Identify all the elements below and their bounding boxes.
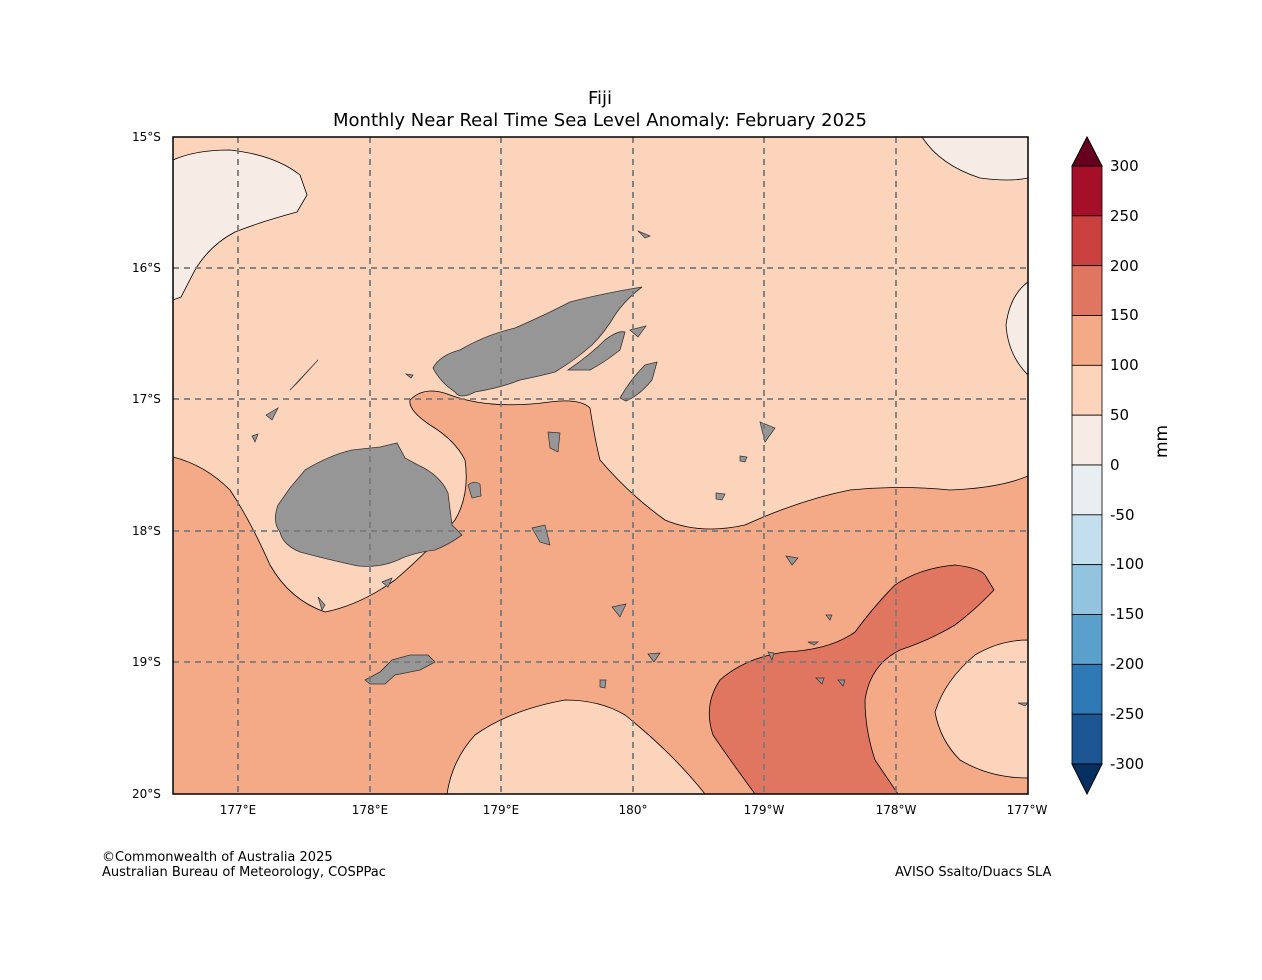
lat-tick-label: 20°S xyxy=(132,787,161,801)
land-taveuni xyxy=(619,361,658,402)
colorbar-level-label: 250 xyxy=(1110,207,1139,225)
lat-tick-label: 16°S xyxy=(132,261,161,275)
lon-tick-label: 178°W xyxy=(875,803,917,817)
lon-tick-label: 177°W xyxy=(1006,803,1048,817)
land-vanua-levu xyxy=(432,286,643,397)
colorbar-segment xyxy=(1071,315,1103,366)
contour-0-50-ne xyxy=(921,137,1028,181)
colorbar-level-label: 50 xyxy=(1110,406,1130,424)
copyright-text: ©Commonwealth of Australia 2025 xyxy=(102,850,333,865)
lat-tick-label: 19°S xyxy=(132,655,161,669)
contour-50-100-south xyxy=(446,699,706,794)
map-subtitle: Monthly Near Real Time Sea Level Anomaly… xyxy=(333,110,867,131)
colorbar-segment xyxy=(1071,464,1103,516)
colorbar-segment xyxy=(1071,614,1103,665)
colorbar-segment xyxy=(1071,663,1103,715)
map-frame xyxy=(172,136,1029,795)
land-viti-levu xyxy=(275,442,463,567)
footer-credits: ©Commonwealth of Australia 2025 Australi… xyxy=(102,850,386,880)
lon-tick-label: 177°E xyxy=(219,803,257,817)
colorbar-segment xyxy=(1071,564,1103,615)
colorbar-segment xyxy=(1071,215,1103,267)
lon-tick-label: 180° xyxy=(618,803,648,817)
contour-150-200 xyxy=(708,564,995,794)
colorbar-level-label: -150 xyxy=(1110,605,1145,623)
data-source-text: AVISO Ssalto/Duacs SLA xyxy=(895,865,1052,880)
lat-tick-label: 15°S xyxy=(132,130,161,144)
land-vanua-levu-peninsula xyxy=(566,331,626,371)
colorbar-level-label: 150 xyxy=(1110,306,1139,324)
small-islands xyxy=(251,230,1028,707)
colorbar-level-label: 300 xyxy=(1110,157,1139,175)
lat-tick-label: 18°S xyxy=(132,524,161,538)
colorbar-level-label: -100 xyxy=(1110,555,1145,573)
colorbar-level-label: -300 xyxy=(1110,755,1145,773)
colorbar-segment xyxy=(1071,265,1103,316)
lon-tick-label: 179°W xyxy=(743,803,785,817)
colorbar-segment xyxy=(1071,713,1103,765)
agency-text: Australian Bureau of Meteorology, COSPPa… xyxy=(102,865,386,880)
contour-0-50-east xyxy=(1005,281,1028,376)
contour-50-100-se xyxy=(934,639,1028,779)
colorbar-level-label: 200 xyxy=(1110,257,1139,275)
colorbar-segment xyxy=(1071,514,1103,566)
lon-tick-label: 179°E xyxy=(482,803,520,817)
colorbar-level-label: -200 xyxy=(1110,655,1145,673)
contour-0-50-nw xyxy=(173,149,308,301)
colorbar-level-label: 100 xyxy=(1110,356,1139,374)
colorbar-segment xyxy=(1071,414,1103,466)
colorbar-units: mm xyxy=(1152,424,1172,458)
map-title: Fiji xyxy=(587,88,613,109)
colorbar-under-arrow xyxy=(1071,763,1103,796)
colorbar-level-label: -50 xyxy=(1110,506,1135,524)
colorbar-segment xyxy=(1071,364,1103,416)
colorbar-level-label: 0 xyxy=(1110,456,1120,474)
colorbar-segment xyxy=(1071,165,1103,217)
lat-tick-label: 17°S xyxy=(132,392,161,406)
colorbar-level-label: -250 xyxy=(1110,705,1145,723)
lon-tick-label: 178°E xyxy=(351,803,389,817)
colorbar-over-arrow xyxy=(1071,135,1103,167)
